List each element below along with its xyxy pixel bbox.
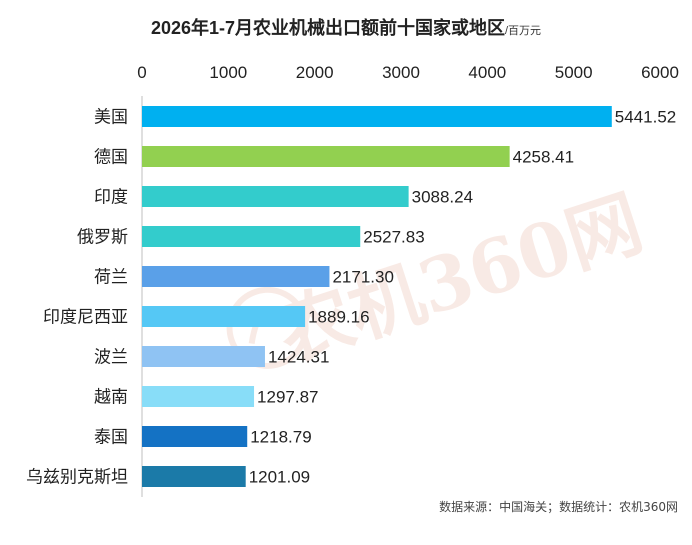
bar — [142, 146, 510, 167]
x-tick-label: 0 — [137, 63, 146, 82]
bar — [142, 426, 248, 447]
x-tick-label: 2000 — [296, 63, 334, 82]
category-label: 越南 — [94, 388, 128, 408]
x-tick-label: 5000 — [555, 63, 593, 82]
bar — [142, 346, 265, 367]
category-label: 印度尼西亚 — [43, 308, 128, 328]
category-label: 荷兰 — [94, 268, 128, 288]
data-label: 5441.52 — [615, 108, 676, 127]
bar — [142, 186, 409, 207]
x-tick-label: 3000 — [382, 63, 420, 82]
chart-title: 2026年1-7月农业机械出口额前十国家或地区/百万元 — [0, 14, 692, 40]
chart-unit: /百万元 — [505, 25, 542, 37]
data-label: 1201.09 — [249, 468, 310, 487]
chart-title-main: 2026年1-7月农业机械出口额前十国家或地区 — [150, 18, 505, 38]
data-label: 1424.31 — [268, 348, 329, 367]
x-tick-label: 1000 — [209, 63, 247, 82]
data-label: 2527.83 — [363, 228, 424, 247]
data-label: 1297.87 — [257, 388, 318, 407]
bars — [142, 106, 612, 487]
data-source: 数据来源：中国海关；数据统计：农机360网 — [439, 500, 678, 514]
x-tick-label: 6000 — [641, 63, 679, 82]
data-label: 4258.41 — [513, 148, 574, 167]
category-label: 印度 — [94, 188, 128, 208]
bar — [142, 466, 246, 487]
category-label: 德国 — [94, 148, 128, 168]
data-label: 1889.16 — [308, 308, 369, 327]
x-axis: 0 1000 2000 3000 4000 5000 6000 — [137, 63, 679, 82]
x-tick-label: 4000 — [468, 63, 506, 82]
bar — [142, 226, 361, 247]
value-labels: 5441.52 4258.41 3088.24 2527.83 2171.30 1889.… — [249, 108, 677, 487]
category-label: 美国 — [94, 108, 128, 128]
bar — [142, 106, 612, 127]
data-label: 2171.30 — [332, 268, 393, 287]
bar — [142, 386, 255, 407]
category-label: 乌兹别克斯坦 — [26, 468, 128, 488]
data-label: 3088.24 — [412, 188, 473, 207]
bar — [142, 306, 306, 327]
category-label: 波兰 — [94, 348, 128, 368]
data-label: 1218.79 — [250, 428, 311, 447]
bar — [142, 266, 330, 287]
category-label: 泰国 — [94, 428, 128, 448]
category-label: 俄罗斯 — [77, 228, 128, 248]
